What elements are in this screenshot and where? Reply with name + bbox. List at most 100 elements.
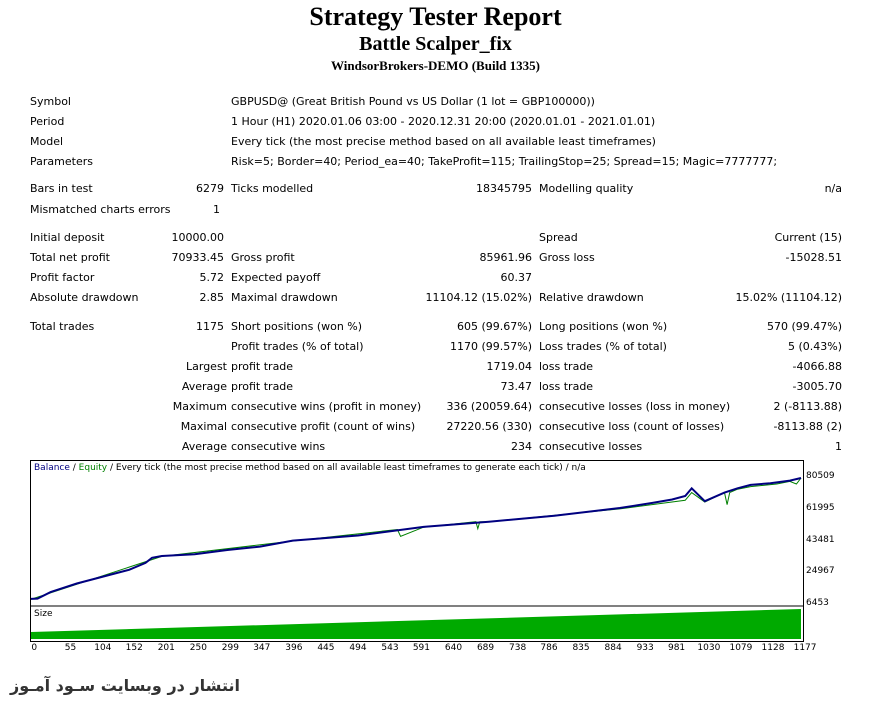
x-tick-label: 55 <box>64 643 77 653</box>
avg-consecutive-losses-value: 1 <box>835 440 842 453</box>
legend-balance: Balance <box>34 463 70 473</box>
avg-consecutive-wins-value: 234 <box>511 440 532 453</box>
x-tick-label: 786 <box>540 643 558 653</box>
period-label: Period <box>30 115 65 128</box>
model-value: Every tick (the most precise method base… <box>231 135 656 148</box>
average-profit-label: profit trade <box>231 380 294 393</box>
x-tick-label: 543 <box>381 643 399 653</box>
x-tick-label: 347 <box>253 643 271 653</box>
x-tick-label: 835 <box>572 643 590 653</box>
long-positions-value: 570 (99.47%) <box>766 320 842 333</box>
size-label: Size <box>34 609 53 619</box>
x-tick-label: 152 <box>125 643 143 653</box>
average-consecutive-label: Average <box>181 440 227 453</box>
total-trades-label: Total trades <box>30 320 95 333</box>
parameters-value: Risk=5; Border=40; Period_ea=40; TakePro… <box>231 155 778 168</box>
symbol-value: GBPUSD@ (Great British Pound vs US Dolla… <box>231 95 595 108</box>
average-loss-value: -3005.70 <box>792 380 842 393</box>
maximal-drawdown-value: 11104.12 (15.02%) <box>425 291 532 304</box>
gross-loss-label: Gross loss <box>539 251 595 264</box>
average-label: Average <box>181 380 227 393</box>
loss-trades-label: Loss trades (% of total) <box>539 340 667 353</box>
largest-label: Largest <box>186 360 227 373</box>
maximum-label: Maximum <box>172 400 227 413</box>
largest-profit-label: profit trade <box>231 360 294 373</box>
size-area <box>31 609 801 639</box>
net-profit-label: Total net profit <box>30 251 110 264</box>
ticks-value: 18345795 <box>476 182 532 195</box>
y-tick-label: 6453 <box>806 598 829 608</box>
balance-line <box>30 477 802 600</box>
legend-separator: / <box>69 463 79 473</box>
spread-value: Current (15) <box>774 231 842 244</box>
max-consecutive-wins-value: 336 (20059.64) <box>446 400 532 413</box>
relative-drawdown-value: 15.02% (11104.12) <box>735 291 842 304</box>
x-tick-label: 396 <box>285 643 303 653</box>
x-tick-label: 201 <box>157 643 175 653</box>
mismatch-value: 1 <box>213 203 220 216</box>
quality-value: n/a <box>824 182 842 195</box>
balance-graph <box>30 460 804 642</box>
report-title: Strategy Tester Report <box>309 2 562 31</box>
absolute-drawdown-label: Absolute drawdown <box>30 291 139 304</box>
x-tick-label: 640 <box>444 643 463 653</box>
y-tick-label: 61995 <box>806 502 835 513</box>
x-tick-label: 299 <box>221 643 239 653</box>
relative-drawdown-label: Relative drawdown <box>539 291 644 304</box>
maximal-label: Maximal <box>180 420 227 433</box>
x-tick-label: 1128 <box>761 643 785 653</box>
symbol-label: Symbol <box>30 95 71 108</box>
net-profit-value: 70933.45 <box>171 251 225 264</box>
balance-graph-svg <box>30 477 803 639</box>
deposit-label: Initial deposit <box>30 231 105 244</box>
x-tick-label: 0 <box>31 643 38 653</box>
avg-consecutive-losses-label: consecutive losses <box>539 440 643 453</box>
legend-description: / Every tick (the most precise method ba… <box>107 463 586 473</box>
ticks-label: Ticks modelled <box>231 182 314 195</box>
loss-trades-value: 5 (0.43%) <box>787 340 842 353</box>
equity-line <box>30 477 802 600</box>
x-tick-label: 689 <box>476 643 495 653</box>
maximal-consecutive-profit-value: 27220.56 (330) <box>446 420 532 433</box>
maximal-consecutive-profit-label: consecutive profit (count of wins) <box>231 420 416 433</box>
largest-loss-value: -4066.88 <box>792 360 842 373</box>
bars-label: Bars in test <box>30 182 93 195</box>
profit-trades-value: 1170 (99.57%) <box>449 340 532 353</box>
period-value: 1 Hour (H1) 2020.01.06 03:00 - 2020.12.3… <box>231 115 656 128</box>
x-tick-label: 738 <box>509 643 527 653</box>
x-tick-label: 1079 <box>729 643 753 653</box>
spread-label: Spread <box>539 231 578 244</box>
mismatch-label: Mismatched charts errors <box>30 203 171 216</box>
short-positions-value: 605 (99.67%) <box>456 320 532 333</box>
parameters-label: Parameters <box>30 155 93 168</box>
largest-profit-value: 1719.04 <box>486 360 533 373</box>
profit-factor-label: Profit factor <box>30 271 95 284</box>
profit-factor-value: 5.72 <box>199 271 225 284</box>
y-tick-label: 80509 <box>806 471 835 481</box>
y-tick-label: 43481 <box>806 534 835 545</box>
deposit-value: 10000.00 <box>171 231 225 244</box>
short-positions-label: Short positions (won %) <box>231 320 363 333</box>
expected-payoff-value: 60.37 <box>500 271 533 284</box>
gross-profit-value: 85961.96 <box>479 251 533 264</box>
average-profit-value: 73.47 <box>500 380 533 393</box>
legend-equity: Equity <box>78 463 108 473</box>
max-consecutive-wins-label: consecutive wins (profit in money) <box>231 400 422 413</box>
average-loss-label: loss trade <box>539 380 594 393</box>
expected-payoff-label: Expected payoff <box>231 271 321 284</box>
x-tick-label: 981 <box>667 643 686 653</box>
largest-loss-label: loss trade <box>539 360 594 373</box>
x-tick-label: 250 <box>189 643 207 653</box>
graph-legend: Balance / Equity / Every tick (the most … <box>34 463 586 473</box>
broker-name: WindsorBrokers-DEMO (Build 1335) <box>331 58 540 73</box>
x-tick-label: 591 <box>412 643 431 653</box>
x-tick-label: 1030 <box>697 643 721 653</box>
gross-loss-value: -15028.51 <box>785 251 842 264</box>
absolute-drawdown-value: 2.85 <box>199 291 225 304</box>
maximal-consecutive-loss-label: consecutive loss (count of losses) <box>539 420 725 433</box>
x-tick-label: 1177 <box>793 643 817 653</box>
y-tick-label: 24967 <box>806 566 835 577</box>
watermark-text: انتشار در وبسایت سـود آمـوز <box>10 676 240 695</box>
x-tick-label: 933 <box>636 643 654 653</box>
long-positions-label: Long positions (won %) <box>539 320 668 333</box>
